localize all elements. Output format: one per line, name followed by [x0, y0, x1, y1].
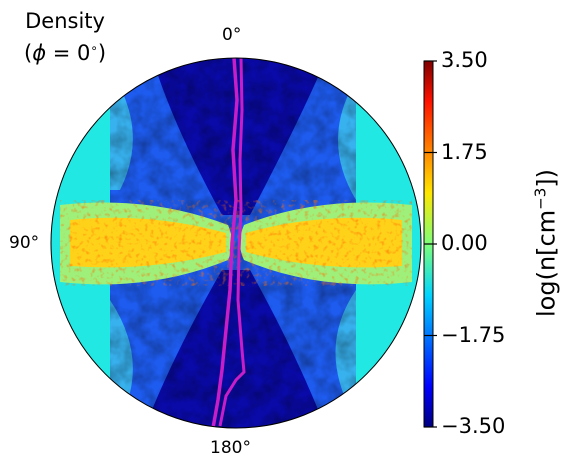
- angle-label-0: 0°: [222, 25, 242, 45]
- cb-tick-label: −1.75: [441, 323, 506, 347]
- cb-tick-label: 0.00: [441, 231, 488, 255]
- colorbar-ticks: [424, 60, 437, 428]
- cb-tick-label: 1.75: [441, 140, 488, 164]
- subtitle-line: (ϕ = 0∘): [24, 41, 107, 65]
- density-contour-inner: [218, 58, 246, 427]
- angle-label-180: 180°: [210, 438, 251, 458]
- chart-title: Density (ϕ = 0∘): [24, 8, 106, 67]
- title-line: Density: [25, 9, 105, 33]
- cb-tick-label: 3.50: [441, 48, 488, 72]
- colorbar-label: log(n[cm−3]): [531, 169, 561, 317]
- density-field: [51, 58, 421, 428]
- cb-tick-label: −3.50: [441, 414, 506, 438]
- plot-boundary: [50, 57, 422, 429]
- angle-label-90: 90°: [9, 233, 40, 253]
- density-contour: [211, 58, 239, 428]
